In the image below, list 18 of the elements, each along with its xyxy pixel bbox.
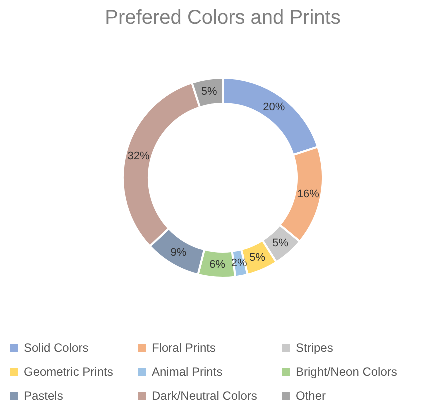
legend-label: Dark/Neutral Colors [152, 389, 258, 403]
legend-label: Stripes [296, 341, 334, 356]
legend-label: Other [296, 389, 326, 403]
data-label: 5% [250, 252, 266, 264]
legend-label: Bright/Neon Colors [296, 365, 398, 379]
data-label: 5% [201, 86, 218, 98]
legend-label: Floral Prints [152, 341, 216, 356]
data-label: 32% [128, 150, 150, 162]
legend-label: Animal Prints [152, 365, 223, 379]
data-label: 5% [272, 237, 289, 250]
data-label: 6% [210, 258, 226, 271]
data-label: 20% [263, 102, 286, 114]
legend-label: Geometric Prints [24, 365, 114, 379]
legend-label: Solid Colors [24, 341, 89, 356]
data-label: 16% [297, 188, 320, 200]
chart-title: Prefered Colors and Prints [105, 7, 341, 29]
data-label: 9% [170, 246, 187, 259]
legend-label: Pastels [24, 389, 64, 403]
